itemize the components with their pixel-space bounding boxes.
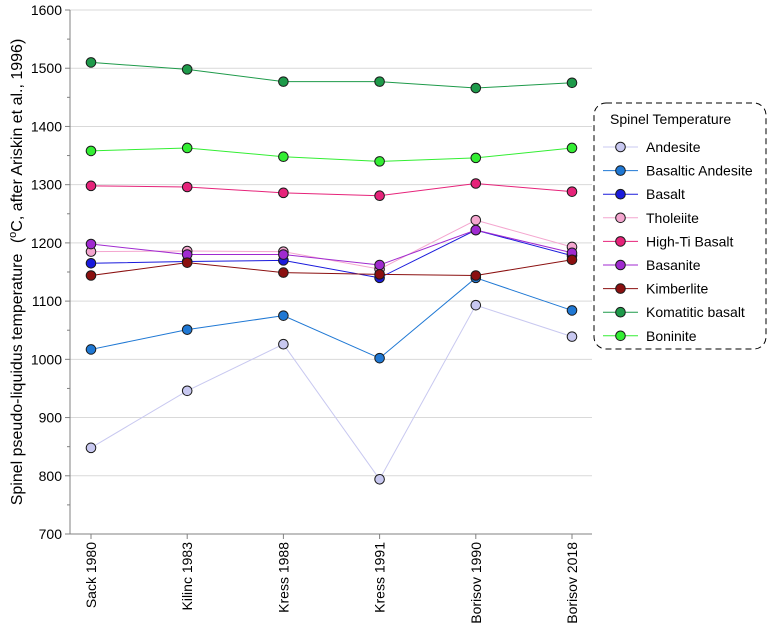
series-line	[90, 219, 573, 270]
x-tick-label: Kress 1988	[275, 542, 291, 613]
legend-marker	[615, 236, 626, 247]
y-tick-label: 1000	[31, 351, 62, 367]
data-point	[278, 267, 289, 278]
y-axis-title: Spinel pseudo-liquidus temperature (oC, …	[7, 39, 26, 506]
data-point	[181, 324, 193, 335]
data-point	[566, 186, 578, 197]
data-point	[181, 257, 193, 268]
legend-marker	[615, 165, 626, 176]
data-point	[85, 257, 97, 269]
y-tick-label: 1300	[31, 177, 62, 193]
y-tick-label: 1100	[32, 293, 62, 309]
legend-marker	[615, 330, 626, 342]
legend-label: Basalt	[646, 186, 685, 202]
data-point	[278, 187, 289, 199]
y-tick-label: 700	[39, 526, 63, 542]
legend-label: Komatitic basalt	[646, 304, 745, 320]
data-point	[470, 224, 482, 236]
data-point	[374, 156, 385, 167]
data-point	[470, 299, 482, 311]
series-line	[90, 259, 573, 276]
x-tick-labels: Sack 1980 Kilinc 1983 Kress 1988 Kress 1991…	[83, 534, 580, 624]
data-point	[566, 77, 578, 89]
legend-items: Andesite Basaltic Andesite Basalt Tholeiite…	[603, 139, 753, 344]
series-line	[90, 229, 573, 266]
legend-label: Basanite	[646, 257, 701, 273]
legend-label: Andesite	[646, 139, 701, 155]
x-tick-label: Kilinc 1983	[179, 542, 195, 611]
data-point	[181, 142, 193, 154]
data-point	[374, 352, 385, 364]
data-point	[374, 76, 385, 87]
data-point	[566, 331, 578, 342]
legend-label: High-Ti Basalt	[646, 233, 734, 249]
data-point	[85, 270, 97, 281]
data-point	[566, 142, 578, 154]
y-axis-title-main: Spinel pseudo-liquidus temperature	[9, 253, 26, 505]
data-point	[374, 259, 385, 271]
data-point	[566, 305, 578, 316]
data-point	[470, 270, 482, 281]
data-point	[181, 64, 193, 75]
data-point	[470, 152, 482, 164]
data-point	[470, 82, 482, 94]
x-tick-label: Kress 1991	[372, 542, 388, 613]
y-axis-title-unit-rest: C, after Ariskin et al., 1996)	[9, 39, 26, 232]
legend-label: Boninite	[646, 328, 697, 344]
data-point	[374, 269, 385, 280]
series-line	[90, 147, 573, 162]
legend-marker	[615, 188, 626, 200]
y-tick-label: 1200	[31, 235, 62, 251]
series-line	[90, 304, 573, 481]
data-point	[85, 442, 97, 454]
data-point	[181, 385, 193, 397]
x-tick-label: Borisov 1990	[468, 542, 484, 624]
data-point	[278, 151, 289, 163]
data-point	[566, 254, 578, 266]
data-point	[278, 76, 289, 87]
data-point	[374, 190, 385, 202]
data-point	[85, 57, 97, 68]
grid-lines	[70, 9, 592, 477]
legend-marker	[615, 283, 626, 294]
data-point	[278, 338, 289, 350]
legend-box	[593, 102, 767, 350]
data-point	[181, 181, 193, 193]
series-line	[90, 229, 573, 279]
legend-marker	[615, 212, 626, 224]
series-line	[90, 277, 573, 359]
y-tick-label: 1400	[31, 118, 62, 134]
legend-label: Tholeiite	[646, 210, 699, 226]
data-point	[470, 214, 482, 226]
data-point	[470, 178, 482, 189]
y-tick-label: 900	[39, 410, 63, 426]
data-point	[85, 145, 97, 157]
x-tick-label: Borisov 2018	[564, 542, 580, 624]
legend-marker	[615, 259, 626, 271]
series-line	[90, 182, 573, 197]
series	[85, 57, 578, 485]
y-tick-label: 1500	[31, 60, 62, 76]
data-point	[278, 249, 289, 260]
legend-marker	[615, 306, 626, 318]
y-tick-label: 1600	[31, 2, 62, 18]
y-axis-title-unit-open: (	[9, 237, 26, 243]
data-point	[85, 344, 97, 355]
y-tick-labels: 700 800 900 1000 1100 1200 1300 1400 1500 1600	[31, 2, 70, 542]
y-tick-label: 800	[39, 468, 63, 484]
legend: Spinel Temperature Andesite Basaltic Ande…	[593, 102, 767, 350]
legend-title: Spinel Temperature	[610, 111, 731, 127]
data-point	[85, 238, 97, 250]
legend-label: Basaltic Andesite	[646, 163, 753, 179]
data-point	[85, 180, 97, 192]
y-axis-title-degree: o	[7, 232, 19, 238]
axes	[69, 10, 592, 535]
data-point	[374, 473, 385, 485]
legend-marker	[615, 141, 626, 153]
x-tick-label: Sack 1980	[83, 542, 99, 608]
legend-label: Kimberlite	[646, 281, 708, 297]
series-line	[90, 61, 573, 89]
data-point	[278, 310, 289, 321]
